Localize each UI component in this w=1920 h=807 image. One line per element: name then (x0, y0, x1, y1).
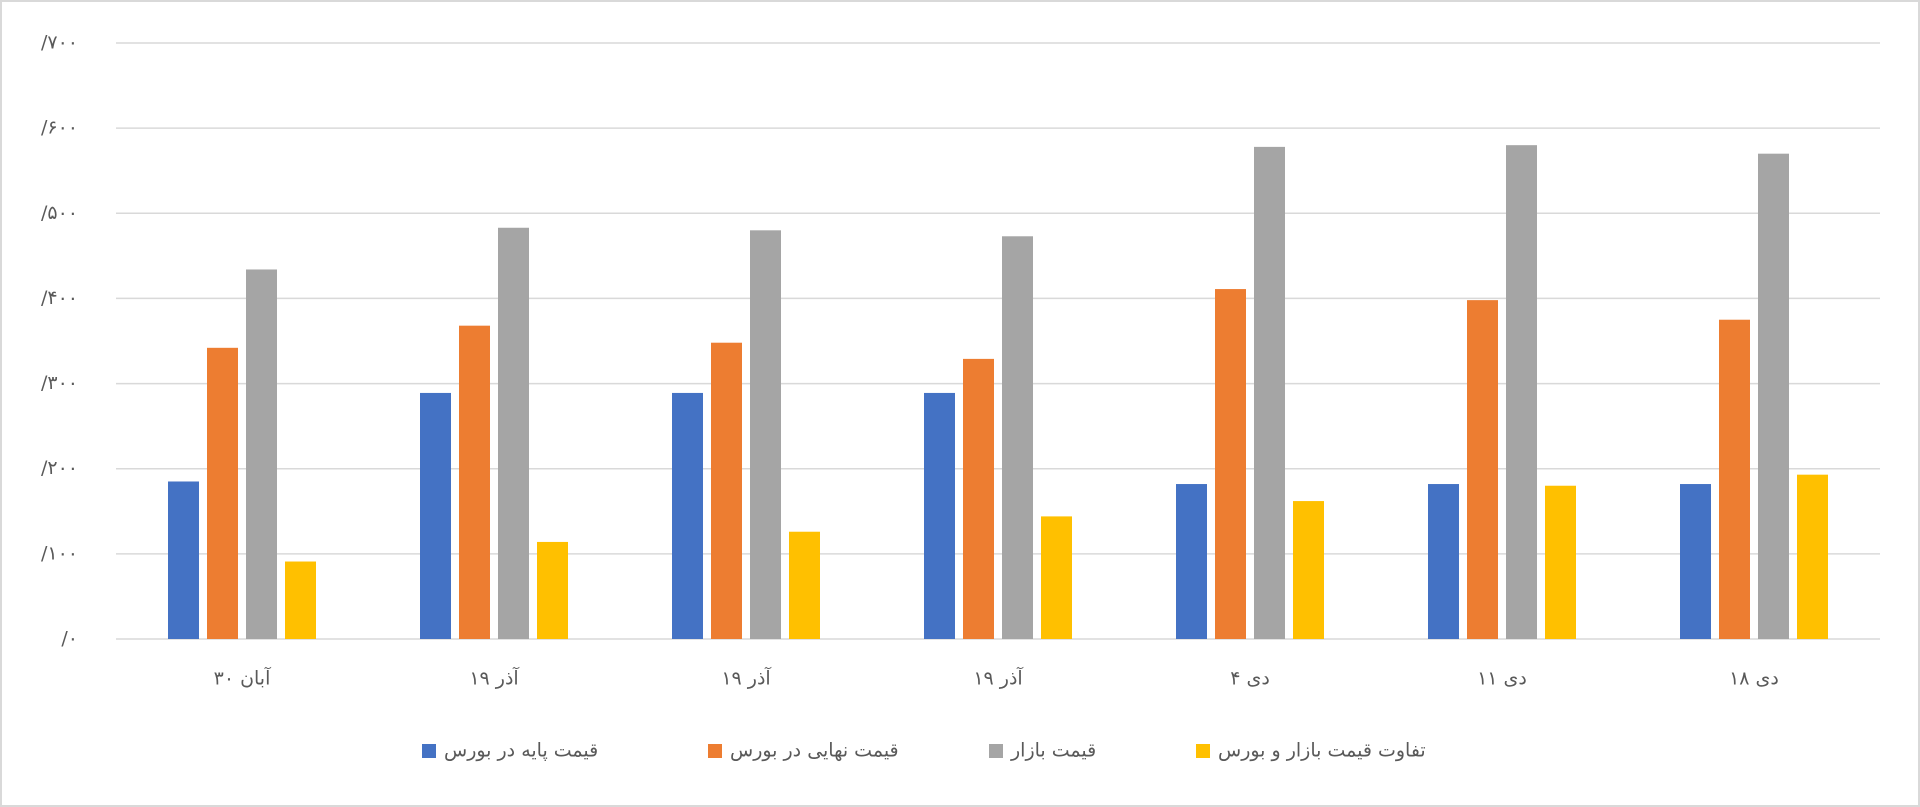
bar (1719, 319, 1750, 639)
bar (498, 227, 529, 639)
legend-swatch (422, 744, 436, 758)
x-tick-label: ۱۸ دی (1729, 668, 1779, 690)
legend-swatch (708, 744, 722, 758)
bar (420, 392, 451, 639)
y-tick-label: /۵۰۰ (41, 202, 78, 224)
bar (1506, 145, 1537, 639)
legend-label: تفاوت قیمت بازار و بورس (1218, 740, 1426, 762)
bar (963, 358, 994, 639)
y-tick-label: /۰ (61, 628, 78, 650)
legend-swatch (1196, 744, 1210, 758)
legend-label: قیمت بازار (1010, 740, 1096, 762)
x-tick-label: ۱۹ آذر (469, 666, 519, 690)
bar (1215, 289, 1246, 639)
bar (1176, 484, 1207, 639)
bar (1758, 153, 1789, 639)
bar (1797, 474, 1828, 639)
x-tick-label: ۱۱ دی (1477, 668, 1527, 690)
legend-label: قیمت پایه در بورس (444, 740, 598, 762)
bar (1680, 484, 1711, 639)
bar (1254, 146, 1285, 640)
y-tick-label: /۷۰۰ (41, 32, 78, 54)
bar (711, 342, 742, 639)
y-tick-label: /۶۰۰ (41, 117, 78, 139)
bar (1467, 300, 1498, 639)
bar (537, 541, 568, 639)
legend-label: قیمت نهایی در بورس (730, 740, 899, 762)
bar (750, 230, 781, 640)
bar (789, 531, 820, 639)
x-tick-label: ۱۹ آذر (721, 666, 771, 690)
bar (1002, 236, 1033, 639)
bar (246, 269, 277, 639)
bar (459, 325, 490, 639)
bar (1041, 516, 1072, 639)
x-tick-label: ۳۰ آبان (214, 666, 271, 690)
bar (207, 347, 238, 639)
y-tick-label: /۳۰۰ (41, 372, 78, 394)
bar (1293, 501, 1324, 639)
bar (285, 561, 316, 639)
bar (1428, 484, 1459, 639)
y-tick-label: /۴۰۰ (41, 287, 78, 309)
bar (672, 392, 703, 639)
x-tick-label: ۴ دی (1230, 668, 1270, 690)
bar (924, 392, 955, 639)
y-tick-label: /۱۰۰ (41, 542, 78, 564)
x-tick-label: ۱۹ آذر (973, 666, 1023, 690)
legend-swatch (989, 744, 1003, 758)
bar (1545, 485, 1576, 639)
bar (168, 481, 199, 639)
y-tick-label: /۲۰۰ (41, 457, 78, 479)
